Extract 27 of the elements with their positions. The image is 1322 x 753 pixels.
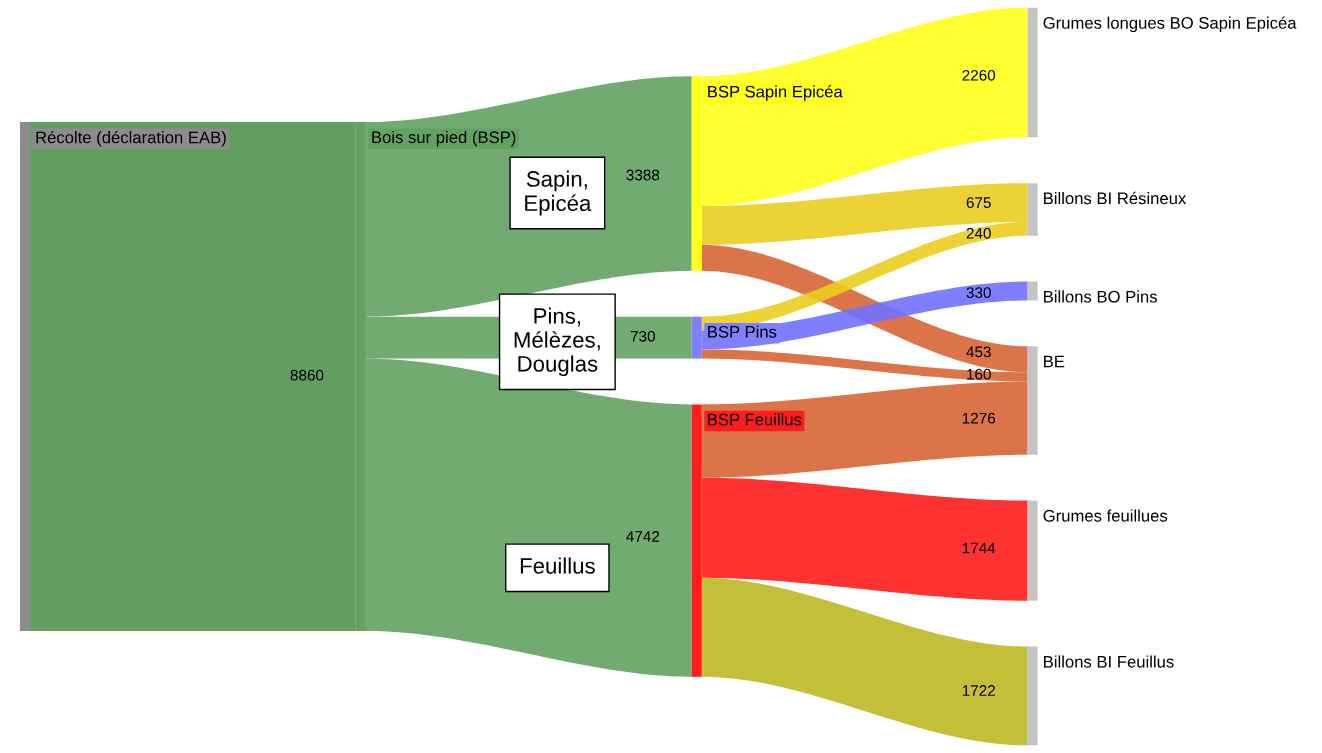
- category-label: Billons BI Résineux: [1044, 191, 1187, 205]
- data-label: 2260: [962, 69, 996, 81]
- data-label: 330: [966, 287, 991, 299]
- category-label: Grumes longues BO Sapin Epicéa: [1043, 16, 1297, 33]
- category-label: Bois sur pied (BSP): [372, 130, 516, 147]
- data-label: 1744: [962, 542, 996, 554]
- data-label: 453: [966, 346, 991, 358]
- text: Pins, Mélèzes, Douglas: [514, 307, 600, 377]
- category-label: Billons BI Feuillus: [1044, 655, 1174, 668]
- category-label: BSP Feuillus: [708, 413, 802, 426]
- category-label: Récolte (déclaration EAB): [36, 130, 226, 147]
- data-label: 8860: [290, 369, 324, 381]
- data-label: 730: [630, 330, 655, 342]
- data-label: 1276: [962, 412, 996, 424]
- data-label: 675: [966, 197, 991, 209]
- category-label: BSP Pins: [708, 325, 777, 338]
- category-label: Billons BO Pins: [1044, 290, 1157, 303]
- data-label: 3388: [626, 169, 660, 181]
- data-label: 240: [966, 227, 991, 239]
- data-label: 4742: [626, 531, 660, 542]
- category-label: BSP Sapin Epicéa: [708, 85, 843, 101]
- category-label: Grumes feuillues: [1043, 509, 1168, 522]
- data-label: 1722: [962, 685, 995, 696]
- text: Feuillus: [520, 557, 595, 574]
- data-label: 160: [967, 368, 991, 380]
- text: Sapin, Epicéa: [525, 170, 592, 216]
- category-label: BE: [1044, 355, 1065, 368]
